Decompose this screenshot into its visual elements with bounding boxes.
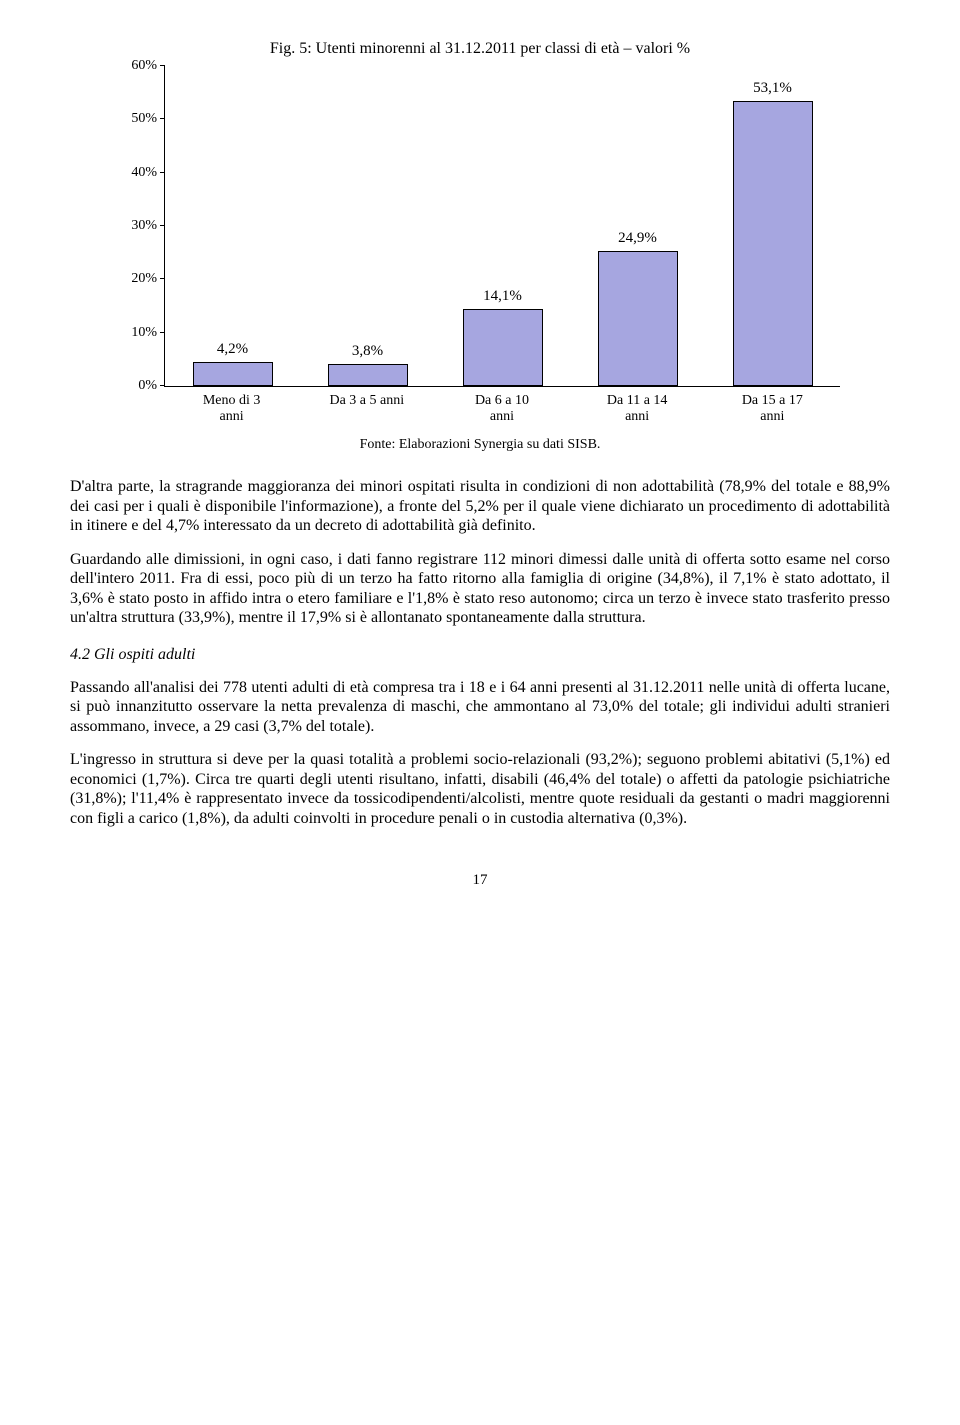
bar-chart: 0%10%20%30%40%50%60% 4,2%3,8%14,1%24,9%5… bbox=[120, 66, 840, 425]
bar-rect bbox=[733, 101, 813, 386]
paragraph-1: D'altra parte, la stragrande maggioranza… bbox=[70, 477, 890, 536]
x-tick-label: Da 15 a 17 anni bbox=[732, 393, 812, 425]
bar-value-label: 3,8% bbox=[352, 343, 383, 360]
y-tick-label: 30% bbox=[131, 218, 157, 234]
bar-column: 4,2% bbox=[193, 341, 273, 386]
bar-column: 3,8% bbox=[328, 343, 408, 386]
y-tick-label: 10% bbox=[131, 325, 157, 341]
x-tick-label: Da 11 a 14 anni bbox=[597, 393, 677, 425]
y-tick-label: 0% bbox=[138, 378, 157, 394]
y-tick-label: 40% bbox=[131, 165, 157, 181]
y-tick-label: 60% bbox=[131, 58, 157, 74]
bar-column: 53,1% bbox=[733, 80, 813, 386]
chart-source: Fonte: Elaborazioni Synergia su dati SIS… bbox=[70, 437, 890, 453]
x-tick-label: Meno di 3 anni bbox=[192, 393, 272, 425]
x-tick-label: Da 6 a 10 anni bbox=[462, 393, 542, 425]
bar-value-label: 4,2% bbox=[217, 341, 248, 358]
chart-title: Fig. 5: Utenti minorenni al 31.12.2011 p… bbox=[70, 40, 890, 58]
bar-rect bbox=[598, 251, 678, 386]
section-title: 4.2 Gli ospiti adulti bbox=[70, 646, 890, 664]
bar-column: 14,1% bbox=[463, 288, 543, 386]
page-number: 17 bbox=[70, 872, 890, 889]
paragraph-4: L'ingresso in struttura si deve per la q… bbox=[70, 750, 890, 828]
y-tick-label: 20% bbox=[131, 271, 157, 287]
y-tick-label: 50% bbox=[131, 111, 157, 127]
bar-value-label: 14,1% bbox=[483, 288, 522, 305]
paragraph-2: Guardando alle dimissioni, in ogni caso,… bbox=[70, 550, 890, 628]
bar-value-label: 53,1% bbox=[753, 80, 792, 97]
bar-column: 24,9% bbox=[598, 230, 678, 386]
bar-rect bbox=[328, 364, 408, 386]
bar-rect bbox=[463, 309, 543, 386]
paragraph-3: Passando all'analisi dei 778 utenti adul… bbox=[70, 678, 890, 737]
bar-value-label: 24,9% bbox=[618, 230, 657, 247]
x-tick-label: Da 3 a 5 anni bbox=[327, 393, 407, 425]
bar-rect bbox=[193, 362, 273, 386]
